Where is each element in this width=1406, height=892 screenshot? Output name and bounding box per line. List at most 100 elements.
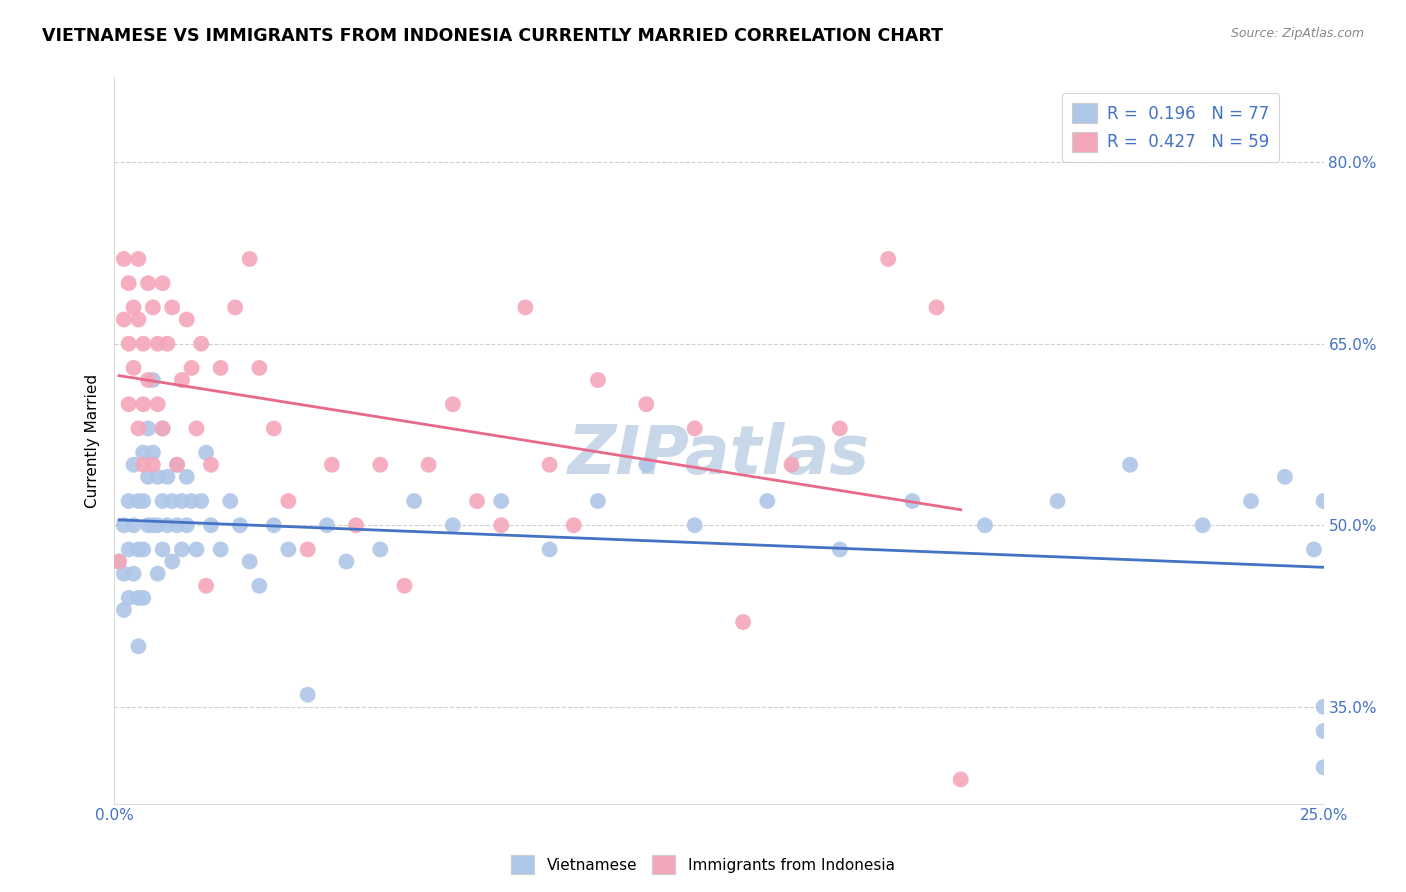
Point	[108, 555, 131, 569]
Point	[112, 603, 135, 617]
Point	[586, 494, 609, 508]
Point	[146, 518, 169, 533]
Point	[112, 312, 135, 326]
Point	[122, 518, 145, 533]
Point	[108, 555, 131, 569]
Point	[321, 458, 343, 472]
Point	[118, 494, 141, 508]
Point	[277, 542, 299, 557]
Point	[636, 397, 658, 411]
Point	[263, 518, 285, 533]
Text: ZIPatlas: ZIPatlas	[568, 422, 870, 488]
Point	[146, 470, 169, 484]
Point	[190, 494, 212, 508]
Point	[127, 312, 149, 326]
Point	[368, 542, 391, 557]
Point	[239, 252, 262, 266]
Point	[1302, 542, 1324, 557]
Point	[170, 542, 193, 557]
Point	[127, 640, 149, 654]
Point	[127, 591, 149, 605]
Point	[441, 397, 464, 411]
Point	[136, 373, 159, 387]
Point	[112, 518, 135, 533]
Point	[368, 458, 391, 472]
Point	[152, 276, 174, 290]
Point	[142, 373, 165, 387]
Point	[316, 518, 339, 533]
Point	[489, 494, 512, 508]
Point	[538, 458, 561, 472]
Point	[200, 458, 222, 472]
Legend: Vietnamese, Immigrants from Indonesia: Vietnamese, Immigrants from Indonesia	[505, 849, 901, 880]
Point	[277, 494, 299, 508]
Point	[297, 688, 319, 702]
Point	[162, 555, 184, 569]
Point	[515, 301, 537, 315]
Point	[176, 470, 198, 484]
Point	[186, 542, 208, 557]
Point	[170, 373, 193, 387]
Point	[209, 360, 232, 375]
Point	[229, 518, 252, 533]
Point	[112, 252, 135, 266]
Point	[683, 421, 706, 435]
Point	[297, 542, 319, 557]
Point	[636, 458, 658, 472]
Point	[195, 579, 218, 593]
Point	[152, 421, 174, 435]
Point	[1119, 458, 1142, 472]
Point	[489, 518, 512, 533]
Point	[1274, 470, 1296, 484]
Point	[247, 579, 270, 593]
Point	[127, 421, 149, 435]
Point	[122, 566, 145, 581]
Point	[152, 421, 174, 435]
Point	[195, 445, 218, 459]
Point	[142, 458, 165, 472]
Point	[166, 458, 188, 472]
Point	[733, 615, 755, 629]
Point	[1046, 494, 1069, 508]
Point	[127, 494, 149, 508]
Point	[142, 518, 165, 533]
Point	[136, 518, 159, 533]
Point	[335, 555, 357, 569]
Point	[1312, 724, 1334, 739]
Point	[132, 336, 155, 351]
Point	[122, 301, 145, 315]
Point	[176, 518, 198, 533]
Point	[219, 494, 242, 508]
Point	[146, 336, 169, 351]
Point	[176, 312, 198, 326]
Point	[127, 542, 149, 557]
Point	[118, 591, 141, 605]
Point	[247, 360, 270, 375]
Point	[132, 458, 155, 472]
Point	[200, 518, 222, 533]
Point	[828, 421, 851, 435]
Point	[118, 276, 141, 290]
Point	[465, 494, 488, 508]
Point	[132, 445, 155, 459]
Point	[136, 421, 159, 435]
Point	[162, 301, 184, 315]
Point	[780, 458, 803, 472]
Point	[136, 470, 159, 484]
Point	[122, 360, 145, 375]
Text: Source: ZipAtlas.com: Source: ZipAtlas.com	[1230, 27, 1364, 40]
Point	[118, 542, 141, 557]
Point	[152, 494, 174, 508]
Point	[136, 276, 159, 290]
Point	[127, 252, 149, 266]
Y-axis label: Currently Married: Currently Married	[86, 374, 100, 508]
Point	[418, 458, 440, 472]
Point	[925, 301, 948, 315]
Point	[112, 566, 135, 581]
Point	[166, 518, 188, 533]
Point	[132, 542, 155, 557]
Point	[404, 494, 426, 508]
Legend: R =  0.196   N = 77, R =  0.427   N = 59: R = 0.196 N = 77, R = 0.427 N = 59	[1062, 93, 1279, 162]
Point	[156, 518, 179, 533]
Point	[949, 772, 972, 787]
